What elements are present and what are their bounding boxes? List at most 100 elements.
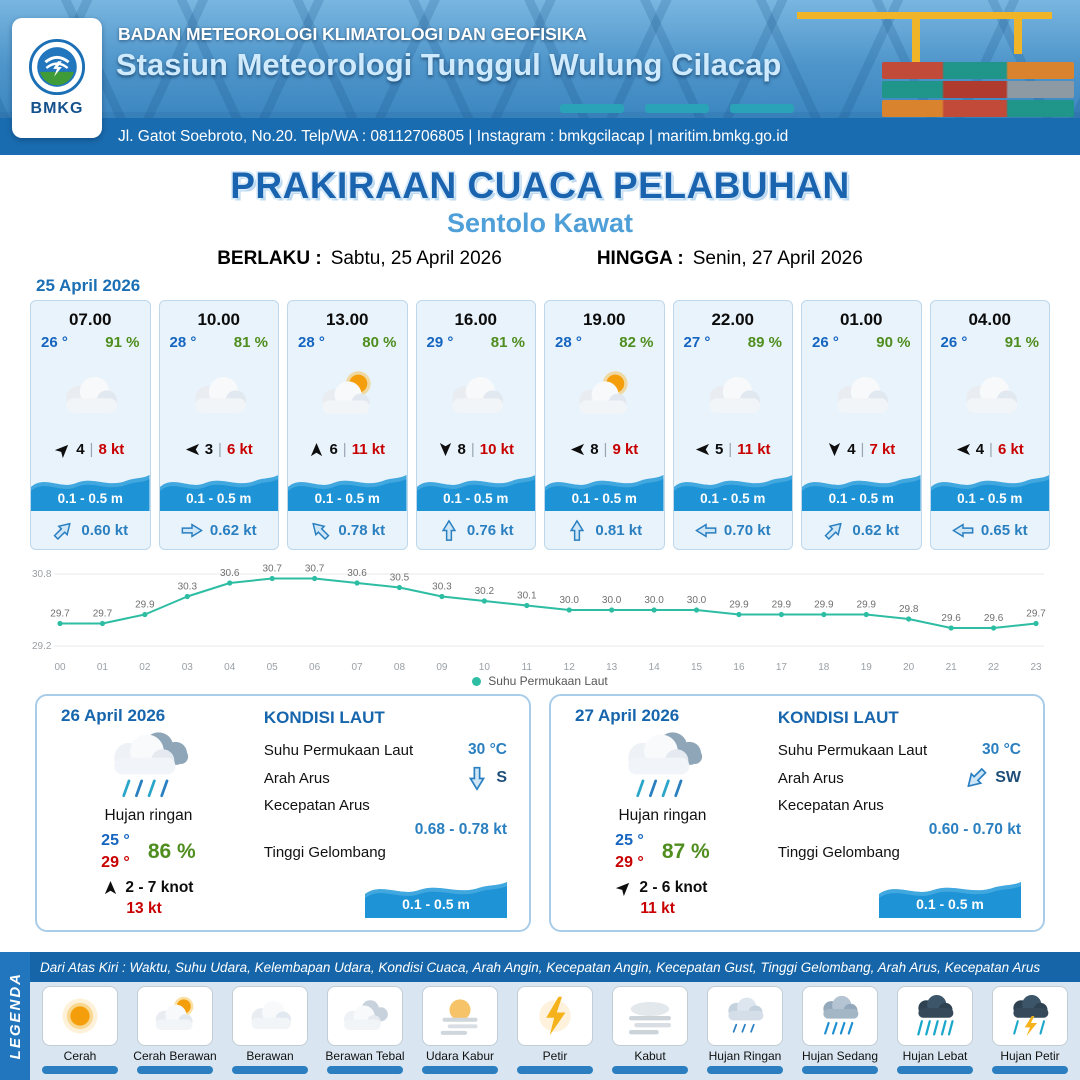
gust-speed: 11 kt: [640, 899, 675, 917]
wind-direction-icon: [53, 439, 74, 460]
wave-height: 0.1 - 0.5 m: [186, 491, 252, 506]
air-temp: 26 °: [940, 334, 968, 351]
wind-speed: 4: [975, 441, 985, 458]
svg-text:21: 21: [946, 662, 958, 672]
wind-speed: 5: [714, 441, 724, 458]
hourly-forecast-row: 07.00 26 ° 91 % 4 | 8 kt 0.1 - 0.5 m 0.60…: [30, 300, 1050, 550]
berawan-tebal-icon: [327, 986, 403, 1046]
forecast-card: 13.00 28 ° 80 % 6 | 11 kt 0.1 - 0.5 m 0.7…: [287, 300, 408, 550]
wave-height: 0.1 - 0.5 m: [957, 491, 1023, 506]
wave-height-label: Tinggi Gelombang: [263, 844, 386, 861]
forecast-time: 22.00: [711, 310, 755, 329]
svg-text:02: 02: [139, 662, 151, 672]
svg-text:30.6: 30.6: [220, 568, 240, 579]
crane-arm: [797, 12, 1052, 19]
svg-text:05: 05: [267, 662, 279, 672]
svg-text:30.0: 30.0: [602, 595, 622, 606]
wind-direction-icon: [103, 880, 118, 895]
svg-text:29.9: 29.9: [814, 600, 834, 611]
daily-forecast-row: 26 April 2026 Hujan ringan 25 ° 29 ° 86 …: [35, 694, 1045, 932]
forecast-time: 07.00: [68, 310, 112, 329]
svg-text:19: 19: [861, 662, 873, 672]
separator: |: [989, 441, 993, 458]
current-speed: 0.81 kt: [595, 521, 643, 539]
svg-text:06: 06: [309, 662, 321, 672]
legend-title-strip: LEGENDA: [0, 952, 30, 1080]
svg-text:29.8: 29.8: [899, 604, 919, 615]
wave-height-band: 0.1 - 0.5 m: [31, 465, 150, 511]
wave-height: 0.1 - 0.5 m: [916, 896, 984, 912]
header-illustration: [0, 0, 1080, 118]
forecast-time: 16.00: [454, 310, 498, 329]
humidity: 86 %: [147, 840, 196, 864]
bench: [560, 104, 624, 113]
cerah-berawan-icon: [288, 351, 407, 441]
sst-line-chart: 30.8 29.2 29.7 00 29.7 01 29.9 02 30.3 03 30.6 04 30…: [32, 564, 1046, 673]
current-speed: 0.70 kt: [723, 521, 771, 539]
legend-label: Udara Kabur: [425, 1049, 495, 1063]
svg-text:14: 14: [649, 662, 661, 672]
current-direction-icon: [50, 517, 76, 543]
header-contact-bar: Jl. Gatot Soebroto, No.20. Telp/WA : 081…: [0, 118, 1080, 155]
legend-underline: [897, 1066, 973, 1074]
svg-text:03: 03: [182, 662, 194, 672]
legend-item: Berawan Tebal: [319, 986, 411, 1080]
legend-label: Berawan Tebal: [325, 1049, 405, 1063]
air-temp: 29 °: [426, 334, 454, 351]
temp-max: 29 °: [615, 854, 644, 872]
legend-item: Kabut: [604, 986, 696, 1080]
separator: |: [603, 441, 608, 458]
current-speed: 0.78 kt: [338, 521, 386, 539]
legend-note-bar: Dari Atas Kiri : Waktu, Suhu Udara, Kele…: [30, 952, 1080, 982]
separator: |: [218, 441, 222, 458]
wind-direction-icon: [570, 442, 585, 457]
legend-label: Berawan: [246, 1049, 294, 1063]
wind-speed: 4: [847, 441, 856, 458]
weather-condition: Hujan ringan: [618, 807, 707, 824]
wind-direction-icon: [827, 442, 842, 457]
svg-text:29.2: 29.2: [32, 641, 52, 652]
crane-mast: [912, 12, 920, 72]
forecast-time: 13.00: [325, 310, 369, 329]
legend-underline: [992, 1066, 1068, 1074]
separator: |: [89, 441, 94, 458]
legend-label: Hujan Petir: [1000, 1049, 1060, 1063]
svg-text:01: 01: [97, 662, 109, 672]
legend-label: Hujan Lebat: [902, 1049, 968, 1063]
page-title: PRAKIRAAN CUACA PELABUHAN: [230, 165, 850, 206]
bmkg-emblem-icon: [28, 38, 86, 96]
current-direction-icon: [962, 764, 991, 793]
sst-label: Suhu Permukaan Laut: [777, 741, 928, 759]
legend-underline: [422, 1066, 498, 1074]
forecast-card: 19.00 28 ° 82 % 8 | 9 kt 0.1 - 0.5 m 0.81…: [544, 300, 665, 550]
current-speed-range: 0.60 - 0.70 kt: [928, 821, 1021, 838]
svg-text:23: 23: [1030, 662, 1042, 672]
humidity: 87 %: [661, 840, 710, 864]
legend-dot-icon: [472, 676, 482, 686]
wave-height-band: 0.1 - 0.5 m: [160, 465, 279, 511]
humidity: 91 %: [105, 334, 140, 351]
gust-speed: 13 kt: [126, 899, 162, 917]
air-temp: 26 °: [812, 334, 839, 351]
legend-underline: [327, 1066, 403, 1074]
chart-legend: Suhu Permukaan Laut: [30, 674, 1050, 688]
port-name: Sentolo Kawat: [446, 208, 634, 238]
wind-speed: 8: [457, 441, 466, 458]
forecast-card: 22.00 27 ° 89 % 5 | 11 kt 0.1 - 0.5 m 0.7…: [672, 300, 793, 550]
humidity: 91 %: [1004, 334, 1039, 351]
daily-date: 27 April 2026: [575, 706, 680, 725]
wave-height-label: Tinggi Gelombang: [777, 844, 900, 861]
udara-kabur-icon: [422, 986, 498, 1046]
separator: |: [470, 441, 475, 458]
wind-direction-icon: [185, 442, 200, 457]
gust-speed: 6 kt: [997, 441, 1024, 458]
svg-text:29.9: 29.9: [772, 600, 792, 611]
current-direction-icon: [695, 523, 717, 538]
current-speed-label: Kecepatan Arus: [263, 797, 370, 814]
svg-text:29.9: 29.9: [857, 600, 877, 611]
legend-section: LEGENDA Dari Atas Kiri : Waktu, Suhu Uda…: [0, 952, 1080, 1080]
wind-direction-icon: [695, 442, 710, 457]
current-speed: 0.60 kt: [81, 521, 129, 539]
legend-underline: [137, 1066, 213, 1074]
humidity: 82 %: [619, 334, 654, 351]
